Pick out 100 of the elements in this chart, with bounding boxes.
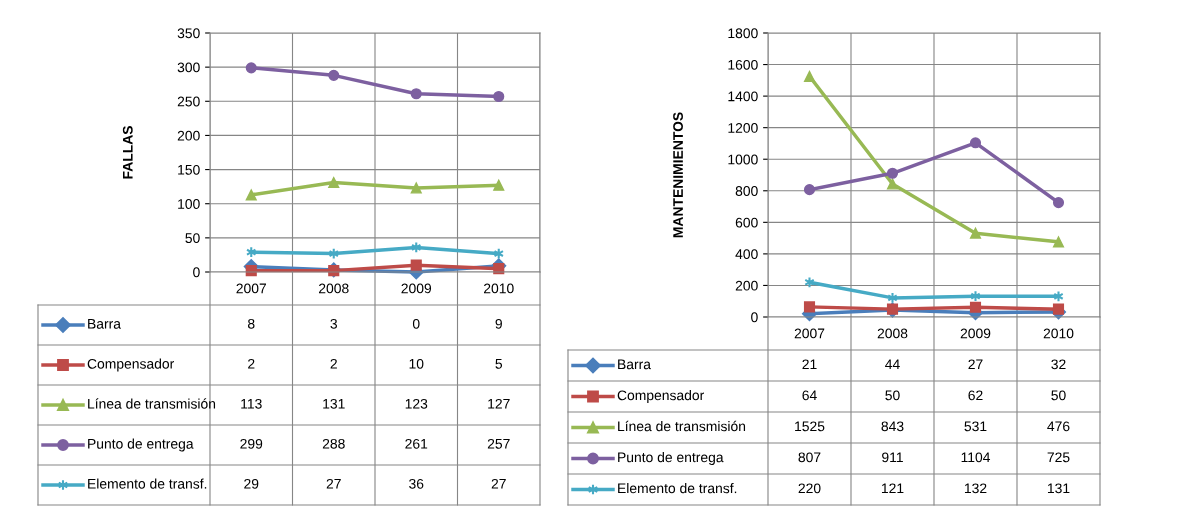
point bbox=[969, 227, 982, 239]
point bbox=[493, 90, 505, 103]
data-label: 911 bbox=[882, 452, 903, 463]
y-tick-label: 300 bbox=[177, 62, 200, 73]
data-label: 2 bbox=[248, 358, 255, 369]
y-tick-label: 150 bbox=[178, 164, 200, 175]
point bbox=[493, 179, 505, 191]
data-label: 27 bbox=[491, 478, 506, 489]
legend-label: Línea de transmisión bbox=[618, 420, 746, 432]
y-tick-label: 0 bbox=[193, 267, 200, 278]
point bbox=[886, 178, 899, 190]
point bbox=[1053, 290, 1064, 303]
data-label: 299 bbox=[240, 438, 263, 449]
data-label: 64 bbox=[802, 390, 817, 401]
data-label: 288 bbox=[322, 438, 345, 449]
data-label: 32 bbox=[1051, 359, 1066, 370]
data-label: 2 bbox=[330, 358, 337, 369]
data-label: 131 bbox=[323, 398, 345, 409]
data-label: 476 bbox=[1047, 421, 1070, 432]
y-tick-label: 400 bbox=[735, 249, 758, 260]
data-label: 62 bbox=[968, 390, 983, 401]
data-label: 50 bbox=[1051, 390, 1066, 401]
point bbox=[1052, 236, 1065, 248]
legend-label: Elemento de transf. bbox=[618, 483, 737, 494]
data-label: 113 bbox=[241, 398, 262, 409]
data-label: 807 bbox=[798, 452, 821, 463]
data-label: 3 bbox=[330, 318, 337, 329]
y-tick-label: 1400 bbox=[728, 91, 758, 102]
legend-label: Barra bbox=[88, 319, 121, 329]
point bbox=[803, 184, 816, 196]
point bbox=[1052, 197, 1065, 209]
point bbox=[245, 62, 257, 74]
x-tick-label: 2008 bbox=[319, 283, 349, 294]
x-tick-label: 2009 bbox=[960, 328, 991, 339]
data-label: 531 bbox=[964, 421, 987, 432]
y-tick-label: 1000 bbox=[728, 154, 758, 165]
data-label: 27 bbox=[968, 359, 983, 370]
point bbox=[969, 137, 982, 149]
y-axis-title: MANTENIMIENTOS bbox=[673, 112, 683, 238]
data-label: 10 bbox=[409, 358, 424, 369]
point bbox=[887, 292, 898, 304]
y-axis-title: FALLAS bbox=[122, 126, 133, 179]
data-label: 843 bbox=[881, 421, 904, 432]
x-tick-label: 2010 bbox=[484, 283, 514, 294]
x-tick-label: 2007 bbox=[794, 328, 825, 339]
data-label: 127 bbox=[488, 398, 510, 409]
point bbox=[328, 176, 340, 189]
data-label: 21 bbox=[802, 359, 817, 370]
data-label: 50 bbox=[885, 390, 900, 401]
data-label: 220 bbox=[798, 483, 821, 494]
y-tick-label: 200 bbox=[735, 280, 758, 291]
legend-label: Punto de entrega bbox=[618, 452, 724, 465]
data-label: 9 bbox=[495, 318, 502, 329]
data-label: 131 bbox=[1047, 483, 1070, 494]
y-tick-label: 600 bbox=[735, 217, 758, 228]
legend-label: Elemento de transf. bbox=[88, 478, 207, 489]
point bbox=[245, 189, 257, 201]
data-label: 44 bbox=[885, 359, 900, 370]
x-tick-label: 2010 bbox=[1043, 328, 1074, 339]
data-label: 725 bbox=[1047, 452, 1070, 463]
point bbox=[410, 88, 422, 100]
y-tick-label: 250 bbox=[177, 96, 200, 107]
point bbox=[886, 167, 899, 179]
legend-label: Compensador bbox=[617, 390, 705, 403]
y-tick-label: 800 bbox=[735, 186, 758, 196]
point bbox=[803, 301, 816, 313]
y-tick-label: 200 bbox=[177, 130, 200, 141]
y-tick-label: 50 bbox=[185, 233, 200, 244]
point bbox=[969, 301, 982, 313]
y-tick-label: 350 bbox=[177, 28, 200, 39]
data-label: 5 bbox=[495, 359, 503, 369]
point bbox=[803, 70, 816, 82]
data-label: 1525 bbox=[795, 421, 825, 432]
legend-label: Barra bbox=[618, 359, 651, 370]
legend-label: Compensador bbox=[87, 358, 175, 372]
data-label: 27 bbox=[326, 478, 341, 489]
y-tick-label: 0 bbox=[751, 312, 758, 323]
data-label: 1104 bbox=[961, 452, 991, 463]
y-tick-label: 1200 bbox=[728, 123, 758, 133]
data-label: 123 bbox=[405, 398, 428, 409]
point bbox=[328, 69, 340, 81]
legend-label: Punto de entrega bbox=[88, 438, 194, 452]
data-label: 121 bbox=[881, 483, 904, 494]
data-label: 0 bbox=[412, 318, 420, 329]
x-tick-label: 2007 bbox=[236, 283, 266, 294]
point bbox=[804, 276, 815, 289]
data-label: 29 bbox=[244, 478, 259, 489]
y-tick-label: 1600 bbox=[728, 59, 758, 70]
point bbox=[410, 182, 422, 194]
x-tick-label: 2009 bbox=[401, 283, 432, 294]
y-tick-label: 100 bbox=[178, 199, 200, 209]
x-tick-label: 2008 bbox=[877, 328, 908, 339]
data-label: 257 bbox=[487, 438, 510, 449]
data-label: 36 bbox=[409, 478, 424, 489]
data-label: 8 bbox=[247, 318, 255, 329]
data-label: 261 bbox=[405, 438, 428, 449]
legend-label: Línea de transmisión bbox=[88, 398, 216, 409]
data-label: 132 bbox=[964, 483, 987, 494]
point bbox=[410, 259, 422, 271]
y-tick-label: 1800 bbox=[728, 28, 758, 39]
